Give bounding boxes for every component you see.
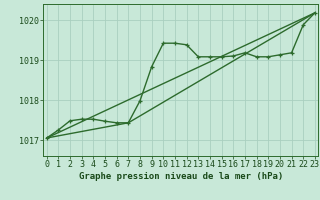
X-axis label: Graphe pression niveau de la mer (hPa): Graphe pression niveau de la mer (hPa) (79, 172, 283, 181)
